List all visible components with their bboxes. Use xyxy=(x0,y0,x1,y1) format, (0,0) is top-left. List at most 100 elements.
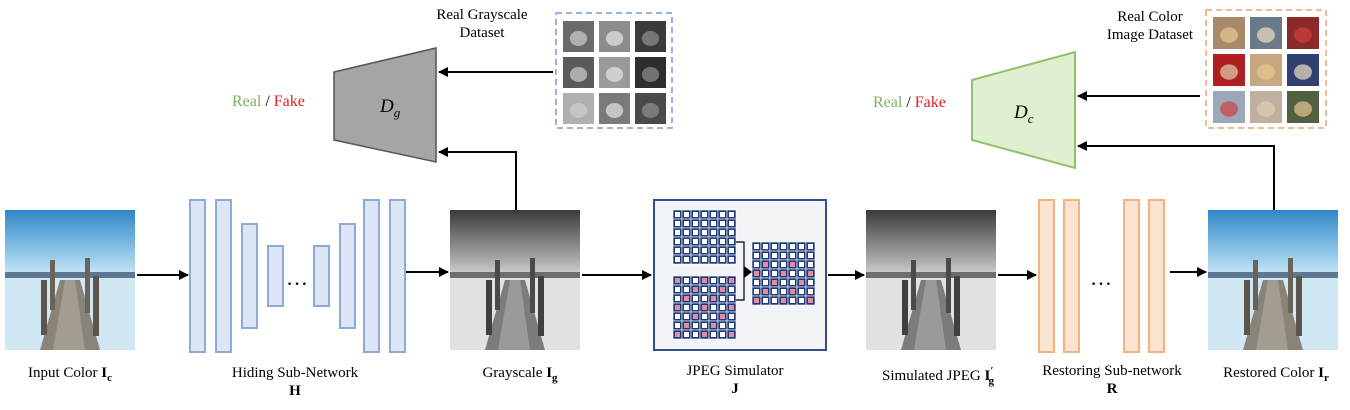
gray-dataset-title: Real Grayscale Dataset xyxy=(436,7,528,41)
hiding-layer-block xyxy=(241,223,258,329)
restored-color-label: Restored Color Ir xyxy=(1223,365,1329,384)
dct-coef xyxy=(763,280,768,285)
arrow-gray-to-dg xyxy=(438,147,517,210)
thumbnail-subject xyxy=(1257,64,1275,80)
dct-coef xyxy=(675,239,680,244)
dct-coef xyxy=(754,244,759,249)
dct-coef xyxy=(675,287,680,292)
dct-coef xyxy=(799,289,804,294)
dct-coef xyxy=(781,271,786,276)
thumbnail-subject xyxy=(1257,27,1275,43)
thumbnail-subject xyxy=(641,67,660,82)
restoring-ellipsis: … xyxy=(1090,265,1112,290)
dct-coef xyxy=(808,244,813,249)
hiding-subnetwork-label: Hiding Sub-Network H xyxy=(231,365,359,399)
dct-coef xyxy=(684,305,689,310)
dct-coef xyxy=(772,289,777,294)
dct-coef xyxy=(772,298,777,303)
dct-coef xyxy=(790,244,795,249)
dct-coef xyxy=(729,248,734,253)
restoring-layer-block xyxy=(1123,199,1140,353)
dct-coef xyxy=(763,298,768,303)
simulated-jpeg-image xyxy=(866,210,996,350)
dct-coef xyxy=(799,271,804,276)
dct-coef xyxy=(799,298,804,303)
dct-coef xyxy=(675,248,680,253)
dct-coef xyxy=(720,239,725,244)
dct-coef xyxy=(799,244,804,249)
grayscale-image xyxy=(450,210,580,350)
thumbnail-subject xyxy=(605,67,624,82)
thumbnail-subject xyxy=(1294,27,1312,43)
dct-coef xyxy=(684,314,689,319)
dct-coef xyxy=(702,212,707,217)
dg-real-fake-label: Real / Fake xyxy=(232,93,305,110)
dct-coef xyxy=(693,248,698,253)
dct-coef xyxy=(754,280,759,285)
dct-coef xyxy=(702,314,707,319)
dct-coef xyxy=(702,230,707,235)
dct-coef xyxy=(693,296,698,301)
dct-coef xyxy=(711,314,716,319)
dct-coef xyxy=(720,248,725,253)
dct-coef xyxy=(693,287,698,292)
dct-coef xyxy=(808,253,813,258)
dct-coef xyxy=(754,253,759,258)
restoring-layer-block xyxy=(1148,199,1165,353)
dct-coef xyxy=(711,257,716,262)
dct-coef xyxy=(675,332,680,337)
dct-coef xyxy=(693,305,698,310)
dct-coef xyxy=(702,248,707,253)
dct-coef xyxy=(720,305,725,310)
dct-coef xyxy=(693,278,698,283)
dct-coef xyxy=(684,332,689,337)
dct-coef xyxy=(675,257,680,262)
dg-symbol: Dg xyxy=(379,96,401,120)
hiding-layer-block xyxy=(363,199,380,353)
gray-discriminator xyxy=(333,47,437,163)
jpeg-simulator-label: JPEG Simulator J xyxy=(686,363,784,397)
dct-coef xyxy=(781,262,786,267)
dct-coef xyxy=(790,289,795,294)
thumbnail-subject xyxy=(1294,101,1312,117)
dct-coef xyxy=(711,278,716,283)
dct-coef xyxy=(702,221,707,226)
gray-dataset-box xyxy=(555,12,673,129)
dct-coef xyxy=(729,278,734,283)
dct-coef xyxy=(772,244,777,249)
dct-coef xyxy=(729,287,734,292)
dct-coef xyxy=(772,280,777,285)
dct-coef xyxy=(693,314,698,319)
dct-coef xyxy=(808,262,813,267)
dct-coef xyxy=(702,332,707,337)
dct-coef xyxy=(729,230,734,235)
color-dataset-thumbnails xyxy=(1213,17,1319,123)
dct-coef xyxy=(675,323,680,328)
restoring-layer-block xyxy=(1063,199,1080,353)
dct-coef xyxy=(711,239,716,244)
dct-coef xyxy=(720,314,725,319)
simulated-jpeg-label: Simulated JPEG I′g xyxy=(882,365,994,387)
restoring-layer-block xyxy=(1038,199,1055,353)
dct-coef xyxy=(693,257,698,262)
dct-coef xyxy=(781,280,786,285)
dct-coef xyxy=(711,323,716,328)
dct-coef xyxy=(790,280,795,285)
dct-coef xyxy=(763,244,768,249)
grayscale-label: Grayscale Ig xyxy=(482,365,558,384)
thumbnail-subject xyxy=(1220,101,1238,117)
dct-coef xyxy=(754,289,759,294)
dct-coef xyxy=(763,262,768,267)
dct-coef xyxy=(754,271,759,276)
dct-coef xyxy=(763,289,768,294)
hiding-ellipsis: … xyxy=(286,265,308,290)
dct-coef xyxy=(720,212,725,217)
dct-coef xyxy=(781,253,786,258)
dct-coef xyxy=(781,289,786,294)
dct-coef xyxy=(808,289,813,294)
restoring-subnetwork-blocks xyxy=(1038,199,1165,353)
dct-coef xyxy=(720,323,725,328)
thumbnail-subject xyxy=(1220,64,1238,80)
dct-coef xyxy=(808,298,813,303)
